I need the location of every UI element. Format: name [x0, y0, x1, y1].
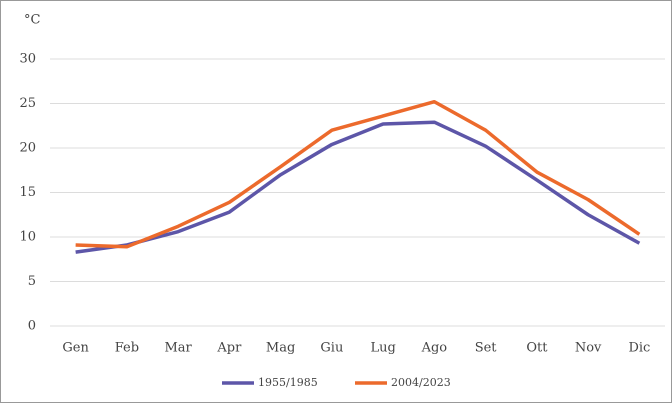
x-tick-label: Apr	[216, 341, 242, 356]
x-tick-label: Feb	[115, 341, 139, 356]
x-tick-label: Dic	[628, 341, 650, 356]
legend-label: 2004/2023	[391, 376, 451, 389]
y-tick-label: 30	[19, 52, 36, 67]
x-tick-label: Giu	[320, 341, 343, 356]
y-tick-label: 5	[28, 274, 36, 289]
y-tick-label: 25	[19, 96, 36, 111]
x-tick-label: Set	[475, 341, 498, 356]
x-tick-label: Lug	[370, 341, 395, 356]
x-tick-label: Nov	[575, 341, 602, 356]
x-tick-label: Ago	[421, 341, 448, 356]
legend-label: 1955/1985	[258, 376, 318, 389]
x-tick-label: Mag	[266, 341, 295, 356]
x-tick-label: Ott	[526, 341, 548, 356]
y-tick-label: 15	[19, 185, 36, 200]
x-tick-label: Gen	[62, 341, 89, 356]
y-tick-label: 0	[28, 319, 36, 334]
y-tick-label: 10	[19, 230, 36, 245]
x-tick-label: Mar	[164, 341, 192, 356]
y-tick-label: 20	[19, 141, 36, 156]
series-line	[75, 120, 641, 254]
series-line	[75, 99, 641, 249]
y-axis-label: °C	[24, 13, 41, 28]
